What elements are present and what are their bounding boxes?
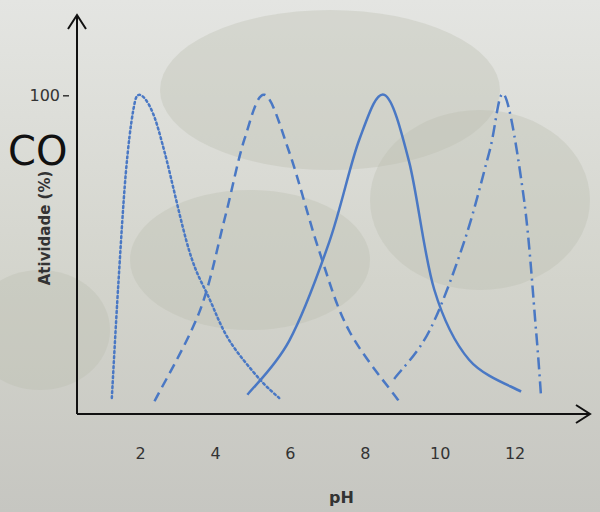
y-tick [63, 95, 69, 97]
background-shape [130, 190, 370, 330]
x-tick-label: 4 [210, 444, 220, 463]
x-tick-label: 12 [505, 444, 525, 463]
curve [155, 95, 400, 402]
x-tick-label: 6 [285, 444, 295, 463]
y-axis [76, 15, 78, 414]
chart: 2 4 6 8 10 12 100 pH Atividade (%)CO [0, 0, 600, 512]
x-tick-label: 2 [136, 444, 146, 463]
annotation: CO [8, 128, 67, 174]
y-axis-arrow [68, 15, 86, 29]
plot-area [112, 94, 541, 401]
y-tick-label: 100 [29, 86, 60, 105]
curve [394, 94, 541, 395]
y-axis-title: Atividade (%) [36, 171, 54, 286]
x-axis-arrow [576, 405, 590, 423]
curve [112, 95, 279, 398]
x-axis [77, 413, 590, 415]
x-tick-label: 10 [430, 444, 450, 463]
background-shape [0, 270, 110, 390]
x-tick-label: 8 [360, 444, 370, 463]
x-axis-title: pH [329, 488, 354, 507]
curve [247, 94, 521, 394]
background [0, 0, 600, 512]
